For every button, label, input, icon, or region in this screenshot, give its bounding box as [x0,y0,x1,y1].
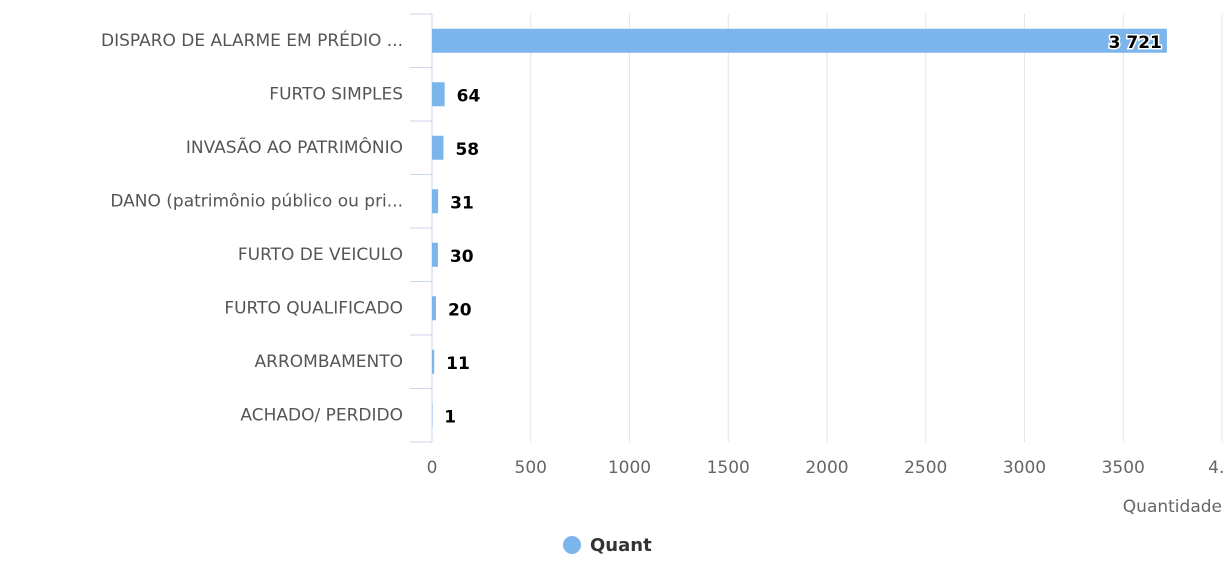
data-label: 1 [444,407,456,427]
data-label: 20 [448,300,472,320]
y-tick-label: INVASÃO AO PATRIMÔNIO [186,136,403,158]
bar [432,135,444,160]
y-tick-label: DANO (patrimônio público ou pri... [110,191,403,211]
x-tick-label: 3500 [1102,458,1145,478]
y-tick-label: FURTO DE VEICULO [238,245,403,265]
x-tick-label: 1000 [608,458,651,478]
bar [432,28,1167,53]
y-tick-label: ARROMBAMENTO [255,352,403,372]
x-tick-label: 0 [427,458,438,478]
x-tick-label: 500 [515,458,547,478]
data-label: 30 [450,247,474,267]
x-tick-label: 2000 [805,458,848,478]
x-tick-label: 1500 [707,458,750,478]
bar [432,403,433,428]
data-label: 3 721 [1109,33,1162,53]
y-tick-label: FURTO SIMPLES [269,84,403,104]
y-tick-label: ACHADO/ PERDIDO [240,405,403,425]
bar [432,82,445,107]
data-label: 64 [457,86,481,106]
bar [432,349,435,374]
data-label: 31 [450,193,474,213]
y-tick-label: DISPARO DE ALARME EM PRÉDIO ... [101,29,403,51]
y-tick-label: FURTO QUALIFICADO [224,298,403,318]
legend-label: Quant [590,535,652,556]
bar [432,189,439,214]
x-tick-label: 4… [1208,458,1226,478]
x-axis-title: Quantidade [1123,497,1222,517]
legend-marker [563,536,581,554]
bar [432,296,436,321]
x-tick-label: 3000 [1003,458,1046,478]
bar [432,242,438,267]
data-label: 11 [446,354,470,374]
x-tick-label: 2500 [904,458,947,478]
data-label: 58 [455,140,479,160]
